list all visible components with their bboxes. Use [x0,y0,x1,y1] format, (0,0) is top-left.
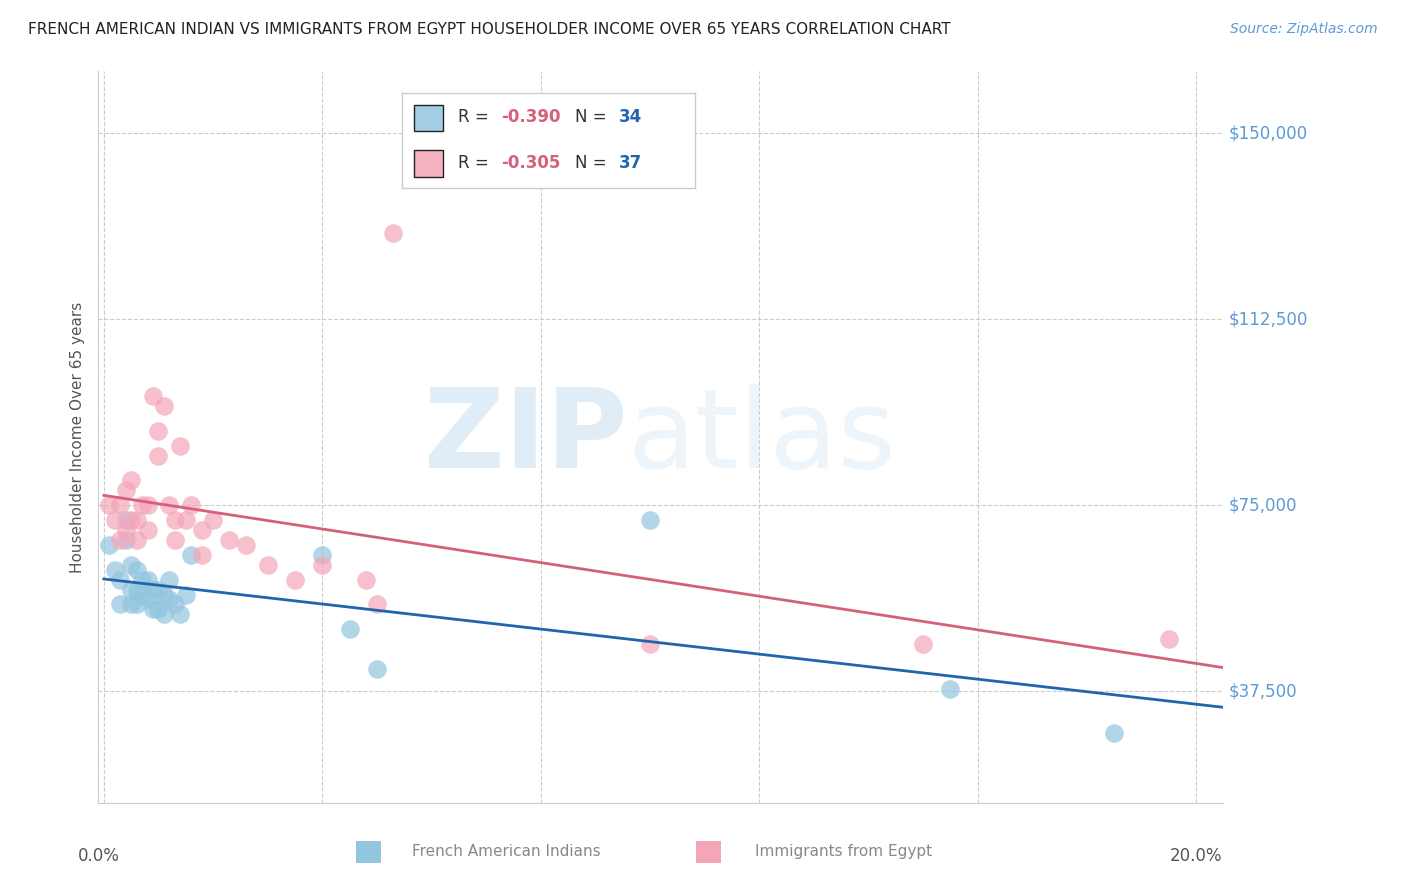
Text: 20.0%: 20.0% [1170,847,1222,864]
Point [153,399,176,413]
Point [202,513,225,527]
Point [136,523,159,537]
Point [125,563,148,577]
Text: $37,500: $37,500 [1229,682,1298,700]
Point [180,548,202,562]
Point [163,513,186,527]
Text: Source: ZipAtlas.com: Source: ZipAtlas.com [1230,22,1378,37]
Point [148,582,170,597]
Point [157,498,180,512]
Point [98,538,121,552]
Point [104,513,127,527]
Point [125,582,148,597]
Point [148,449,170,463]
Y-axis label: Householder Income Over 65 years: Householder Income Over 65 years [69,301,84,573]
Point [142,602,165,616]
Point [339,622,361,636]
Point [169,439,191,453]
Point [163,598,186,612]
Point [1157,632,1180,647]
Point [174,588,197,602]
Point [174,513,197,527]
Point [114,513,136,527]
Point [939,681,962,696]
Point [311,558,333,572]
Point [110,533,132,547]
Point [153,588,176,602]
Text: $75,000: $75,000 [1229,496,1298,515]
Point [366,598,388,612]
Point [911,637,934,651]
Point [110,498,132,512]
Point [366,662,388,676]
Point [98,498,121,512]
Point [148,424,170,438]
Point [638,513,661,527]
Text: Immigrants from Egypt: Immigrants from Egypt [755,845,932,859]
Point [153,607,176,622]
Point [131,498,153,512]
Point [163,533,186,547]
Point [120,513,142,527]
Point [120,582,142,597]
Point [311,548,333,562]
Point [136,592,159,607]
Text: $150,000: $150,000 [1229,124,1308,143]
Point [120,598,142,612]
Point [142,389,165,403]
Point [136,498,159,512]
Point [110,573,132,587]
Text: $112,500: $112,500 [1229,310,1308,328]
Point [125,513,148,527]
Point [120,558,142,572]
Point [114,483,136,498]
Point [125,598,148,612]
Point [120,474,142,488]
Point [110,598,132,612]
Point [256,558,278,572]
Point [114,523,136,537]
Point [142,582,165,597]
Text: 0.0%: 0.0% [77,847,120,864]
Point [157,573,180,587]
Point [382,226,405,240]
Point [1102,726,1125,740]
Point [104,563,127,577]
Point [284,573,307,587]
Point [131,573,153,587]
Point [354,573,377,587]
Text: ZIP: ZIP [423,384,627,491]
Point [180,498,202,512]
Text: French American Indians: French American Indians [412,845,600,859]
Point [191,548,214,562]
Point [157,592,180,607]
Point [218,533,240,547]
Point [638,637,661,651]
Point [125,533,148,547]
Point [131,588,153,602]
Point [191,523,214,537]
Text: atlas: atlas [627,384,896,491]
Point [235,538,257,552]
Point [148,602,170,616]
Point [136,573,159,587]
Point [114,533,136,547]
Text: FRENCH AMERICAN INDIAN VS IMMIGRANTS FROM EGYPT HOUSEHOLDER INCOME OVER 65 YEARS: FRENCH AMERICAN INDIAN VS IMMIGRANTS FRO… [28,22,950,37]
Point [169,607,191,622]
